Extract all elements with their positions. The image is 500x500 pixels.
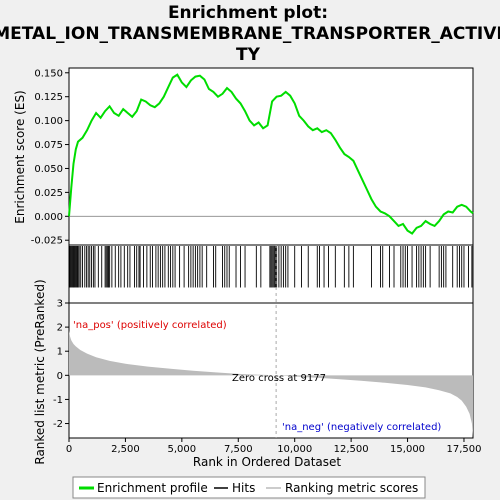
rank-y-tick-label: -2 <box>53 419 63 430</box>
x-tick-label: 7,500 <box>224 444 253 455</box>
es-y-tick-label: 0.100 <box>34 116 63 127</box>
title-line-1: Enrichment plot: <box>168 3 328 23</box>
es-y-tick-label: -0.025 <box>31 236 63 247</box>
es-y-axis: -0.025 0.000 0.025 0.050 0.075 0.100 0.125 0.15… <box>31 68 69 247</box>
x-tick-label: 2,500 <box>111 444 140 455</box>
rank-y-tick-label: 0 <box>57 371 63 382</box>
pos-correlated-label: 'na_pos' (positively correlated) <box>73 320 227 331</box>
x-tick-label: 15,000 <box>390 444 425 455</box>
es-y-tick-label: 0.075 <box>34 140 63 151</box>
x-axis-label: Rank in Ordered Dataset <box>193 455 341 469</box>
es-y-tick-label: 0.025 <box>34 188 63 199</box>
zero-cross-label: Zero cross at 9177 <box>232 373 326 384</box>
rank-y-tick-label: 1 <box>57 347 63 358</box>
x-tick-label: 0 <box>66 444 72 455</box>
legend-ranking-label: Ranking metric scores <box>285 481 418 495</box>
es-y-tick-label: 0.125 <box>34 92 63 103</box>
legend-hits-label: Hits <box>232 481 255 495</box>
rank-y-tick-label: 2 <box>57 323 63 334</box>
neg-correlated-label: 'na_neg' (negatively correlated) <box>282 422 441 433</box>
rank-y-tick-label: -1 <box>53 395 63 406</box>
legend-enrichment-label: Enrichment profile <box>97 481 208 495</box>
rank-y-tick-label: 3 <box>57 299 63 310</box>
title-line-2: METAL_ION_TRANSMEMBRANE_TRANSPORTER_ACTI… <box>0 24 500 44</box>
title-line-3: TY <box>236 45 261 65</box>
x-tick-label: 17,500 <box>446 444 481 455</box>
x-axis: 0 2,500 5,000 7,500 10,000 12,500 15,000 17,500 <box>66 438 481 455</box>
rank-y-axis: -2 -1 0 1 2 3 <box>53 299 69 430</box>
x-tick-label: 5,000 <box>168 444 197 455</box>
hits-marks <box>69 246 473 288</box>
x-tick-label: 10,000 <box>277 444 312 455</box>
es-y-tick-label: 0.150 <box>34 68 63 79</box>
rank-y-axis-label: Ranked list metric (PreRanked) <box>33 279 47 464</box>
es-y-tick-label: 0.050 <box>34 164 63 175</box>
es-y-tick-label: 0.000 <box>34 212 63 223</box>
legend-box <box>72 476 426 499</box>
es-y-axis-label: Enrichment score (ES) <box>13 90 27 223</box>
x-tick-label: 12,500 <box>334 444 369 455</box>
es-plot-area <box>68 67 474 246</box>
enrichment-profile-line <box>68 73 474 235</box>
